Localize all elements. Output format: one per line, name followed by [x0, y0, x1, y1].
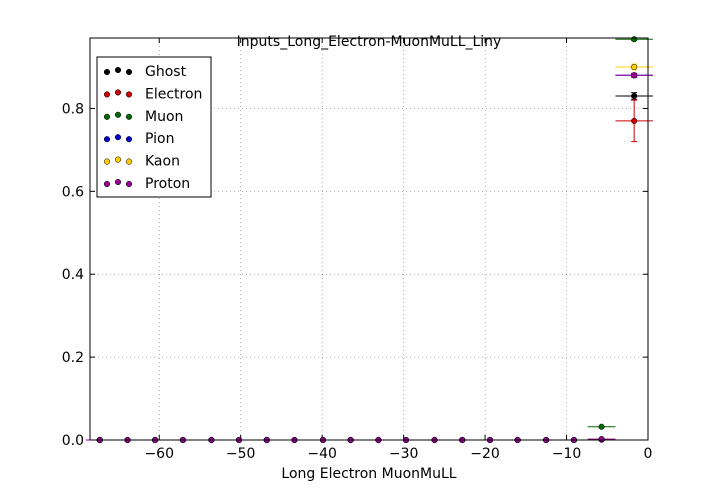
legend-marker [114, 178, 122, 186]
x-tick-label: −40 [307, 446, 337, 462]
legend-marker [125, 180, 133, 188]
legend-box [96, 56, 212, 198]
y-tick-label: 0.0 [62, 433, 84, 449]
chart-title: Inputs_Long_Electron-MuonMuLL_Liny [237, 34, 502, 50]
data-point [631, 117, 638, 124]
legend-label: Ghost [145, 64, 187, 80]
legend-marker [103, 91, 111, 98]
legend-marker [103, 180, 111, 188]
legend-marker [103, 136, 111, 143]
plot-area-frame [89, 37, 649, 441]
legend-marker [125, 136, 133, 143]
x-tick-label: 0 [644, 446, 653, 462]
legend-marker [103, 68, 111, 76]
legend-label: Electron [145, 86, 202, 102]
legend-marker [125, 68, 133, 76]
legend-label: Pion [145, 131, 174, 147]
legend-marker [125, 91, 133, 98]
y-tick-label: 0.4 [62, 267, 84, 283]
legend: Ghost Electron Muon Pion Kaon Proton [96, 56, 212, 198]
legend-marker [114, 111, 122, 118]
legend-label: Proton [145, 176, 190, 192]
data-point [631, 72, 638, 79]
legend-entry-kaon: Kaon [103, 154, 180, 170]
y-tick-label: 0.8 [62, 101, 84, 117]
data-point [598, 436, 605, 443]
data-point [598, 423, 605, 430]
x-axis-label: Long Electron MuonMuLL [281, 466, 456, 482]
x-tick-label: −20 [470, 446, 500, 462]
legend-marker [103, 113, 111, 120]
x-tick-label: −30 [389, 446, 419, 462]
legend-entry-electron: Electron [103, 86, 202, 102]
legend-marker [125, 158, 133, 165]
x-tick-label: −10 [552, 446, 582, 462]
y-tick-label: 0.2 [62, 350, 84, 366]
data-point [631, 36, 638, 43]
data-point [631, 92, 638, 100]
x-tick-label: −50 [226, 446, 256, 462]
legend-marker [103, 158, 111, 165]
y-tick-label: 0.6 [62, 184, 84, 200]
legend-entry-proton: Proton [103, 176, 190, 192]
x-tick-label: −60 [144, 446, 174, 462]
data-point [631, 63, 638, 71]
legend-entry-muon: Muon [103, 109, 183, 125]
legend-label: Kaon [145, 154, 180, 170]
legend-marker [114, 134, 122, 141]
legend-label: Muon [145, 109, 183, 125]
axis-ticks: −60 −50 −40 −30 −20 −10 0 0.0 0.2 0.4 0.6 0.8 [62, 38, 653, 462]
legend-marker [114, 66, 122, 74]
legend-marker [114, 89, 122, 96]
legend-entry-ghost: Ghost [103, 64, 187, 80]
legend-marker [114, 156, 122, 163]
legend-entry-pion: Pion [103, 131, 174, 147]
legend-marker [125, 113, 133, 120]
